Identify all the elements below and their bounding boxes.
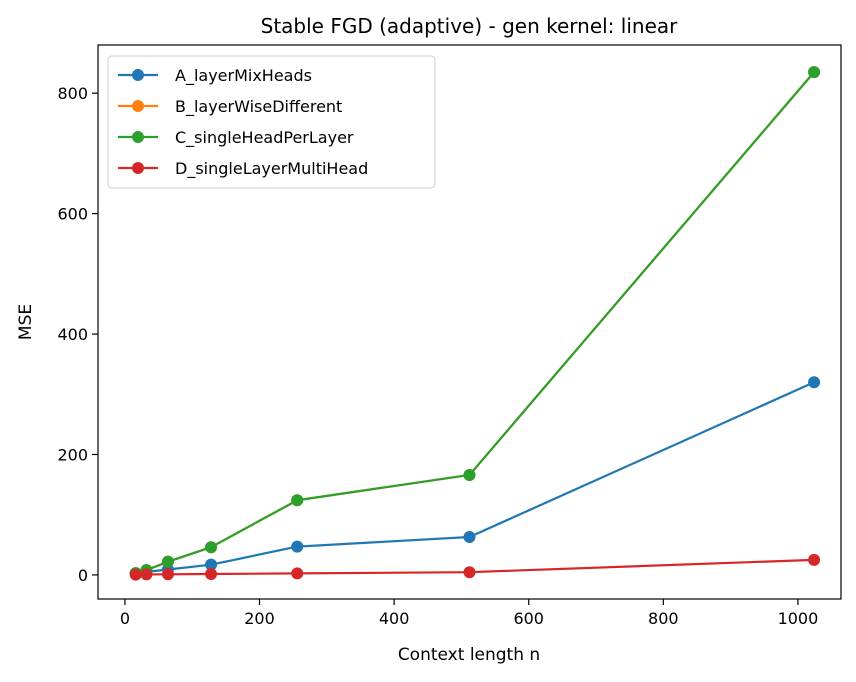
y-tick-label: 800 (57, 84, 88, 103)
y-tick-label: 200 (57, 445, 88, 464)
x-axis: 0 200 400 600 800 1000 (120, 599, 818, 628)
plot-area (129, 66, 821, 581)
y-tick-label: 0 (78, 566, 88, 585)
data-point (129, 568, 142, 581)
legend-label: B_layerWiseDifferent (175, 97, 342, 117)
legend-item: A_layerMixHeads (118, 66, 312, 86)
legend-label: C_singleHeadPerLayer (175, 128, 354, 148)
data-point (161, 568, 174, 581)
x-tick-label: 0 (120, 609, 130, 628)
legend-label: A_layerMixHeads (175, 66, 312, 86)
legend-marker (132, 131, 144, 143)
data-point (205, 541, 218, 554)
x-tick-label: 600 (513, 609, 544, 628)
data-point (291, 494, 304, 507)
legend-item: D_singleLayerMultiHead (118, 159, 368, 179)
chart-title: Stable FGD (adaptive) - gen kernel: line… (261, 14, 679, 38)
legend-label: D_singleLayerMultiHead (175, 159, 368, 179)
data-point (205, 568, 218, 581)
data-point (161, 555, 174, 568)
data-point (463, 566, 476, 579)
data-point (463, 530, 476, 543)
data-point (205, 558, 218, 571)
x-tick-label: 400 (379, 609, 410, 628)
x-axis-label: Context length n (398, 645, 540, 665)
y-axis: 0 200 400 600 800 (57, 84, 98, 585)
y-axis-label: MSE (16, 304, 36, 340)
legend-marker (132, 100, 144, 112)
legend-marker (132, 69, 144, 81)
y-tick-label: 400 (57, 325, 88, 344)
x-tick-label: 200 (244, 609, 275, 628)
data-point (808, 553, 821, 566)
data-point (808, 66, 821, 79)
data-point (463, 468, 476, 481)
legend-box (107, 55, 436, 189)
data-point (291, 540, 304, 553)
series-D_singleLayerMultiHead (129, 553, 821, 581)
legend-item: B_layerWiseDifferent (118, 97, 342, 117)
legend-item: C_singleHeadPerLayer (118, 128, 354, 148)
data-point (291, 567, 304, 580)
data-point (808, 376, 821, 389)
data-point (140, 568, 153, 581)
axes-frame (97, 44, 842, 600)
legend: A_layerMixHeads B_layerWiseDifferent C_sin… (107, 55, 436, 189)
x-tick-label: 1000 (778, 609, 819, 628)
legend-marker (132, 162, 144, 174)
x-tick-label: 800 (648, 609, 679, 628)
y-tick-label: 600 (57, 205, 88, 224)
